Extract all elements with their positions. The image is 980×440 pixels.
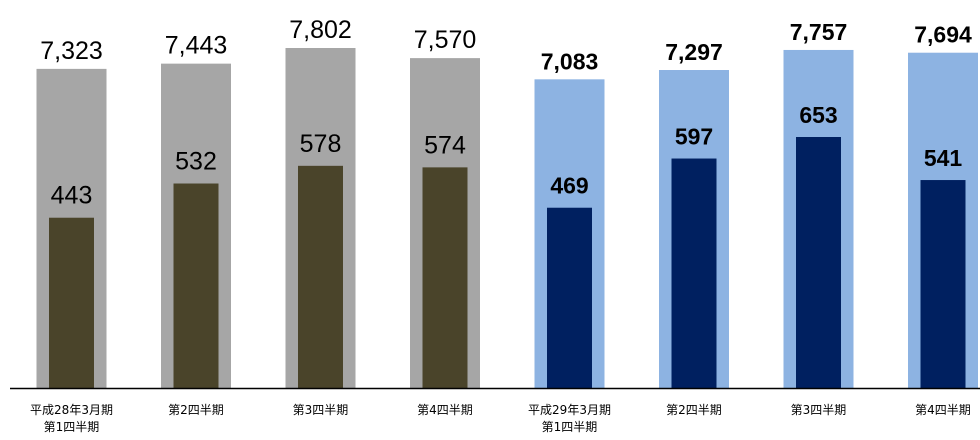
inner-value-label: 578 <box>300 130 342 158</box>
category-label: 第4四半期 <box>417 403 473 417</box>
category-label: 第3四半期 <box>293 403 349 417</box>
inner-bar <box>49 217 94 388</box>
inner-bar <box>547 207 592 388</box>
inner-value-label: 541 <box>924 145 963 171</box>
inner-value-label: 443 <box>51 182 93 210</box>
inner-value-label: 597 <box>675 124 713 150</box>
outer-value-label: 7,802 <box>289 16 352 44</box>
outer-value-label: 7,694 <box>914 22 972 48</box>
outer-value-label: 7,757 <box>790 19 848 45</box>
inner-bar <box>920 180 966 388</box>
inner-bar <box>796 137 841 388</box>
outer-value-label: 7,083 <box>541 48 599 74</box>
outer-value-label: 7,297 <box>665 39 723 65</box>
outer-value-label: 7,570 <box>414 26 477 54</box>
inner-value-label: 469 <box>550 173 588 199</box>
category-label: 第2四半期 <box>666 403 722 417</box>
inner-value-label: 653 <box>799 102 837 128</box>
outer-value-label: 7,443 <box>165 32 228 60</box>
outer-value-label: 7,323 <box>40 37 103 65</box>
inner-bar <box>298 165 343 388</box>
inner-bars-group <box>49 137 966 388</box>
inner-bar <box>173 183 219 388</box>
category-label: 第4四半期 <box>915 403 971 417</box>
outer-value-labels: 7,323 7,443 7,802 7,570 7,083 7,297 7,757 7,694 <box>40 16 972 74</box>
category-label: 第1四半期 <box>44 420 100 434</box>
inner-bar <box>671 158 717 388</box>
category-label: 平成29年3月期 <box>528 403 611 417</box>
category-label: 第3四半期 <box>791 403 847 417</box>
inner-bar <box>422 167 468 388</box>
inner-value-label: 574 <box>424 131 466 159</box>
inner-value-labels: 443 532 578 574 469 597 653 541 <box>51 102 963 210</box>
category-label: 第1四半期 <box>542 420 598 434</box>
category-label: 第2四半期 <box>168 403 224 417</box>
category-label: 平成28年3月期 <box>30 403 113 417</box>
inner-value-label: 532 <box>175 148 217 176</box>
